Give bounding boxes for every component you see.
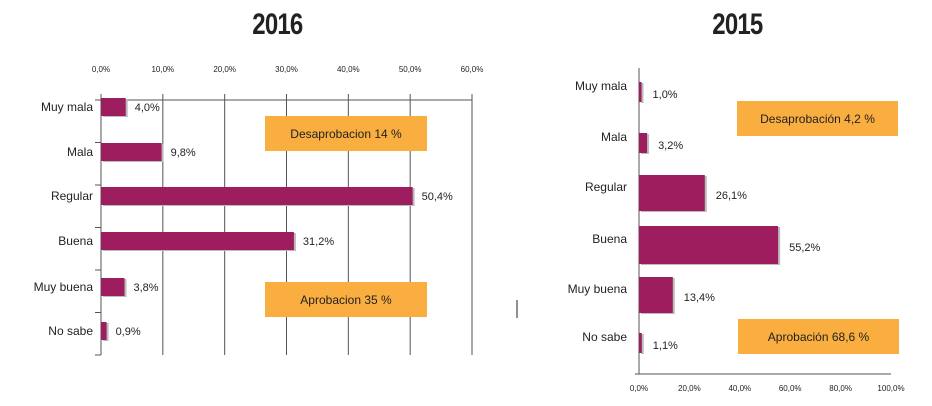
tick-label: 0,0%: [630, 384, 648, 393]
tick-label: 20,0%: [213, 65, 236, 74]
value-label: 1,0%: [653, 89, 678, 101]
annotation-desaprobacion-2016: Desaprobacion 14 %: [265, 116, 427, 151]
category-label: Mala: [67, 145, 93, 159]
chart-title-2016: 2016: [252, 8, 303, 41]
bar-muy-mala: [101, 98, 126, 116]
value-label: 0,9%: [116, 326, 141, 338]
bar-no-sabe: [101, 322, 107, 340]
value-label: 1,1%: [653, 340, 678, 352]
category-label: Muy buena: [34, 280, 94, 294]
value-label: 50,4%: [422, 191, 453, 203]
value-label: 55,2%: [789, 242, 820, 254]
bar-shadow: [641, 334, 644, 354]
category-label: Muy buena: [568, 282, 628, 296]
tick-label: 20,0%: [678, 384, 701, 393]
tick-label: 100,0%: [877, 384, 904, 393]
value-label: 3,2%: [658, 140, 683, 152]
category-label: No sabe: [582, 330, 627, 344]
chart-title-2015: 2015: [712, 8, 763, 41]
annotation-aprobacion-2015: Aprobación 68,6 %: [738, 319, 899, 354]
category-label: Muy mala: [41, 100, 93, 114]
bar-muy-mala: [639, 82, 642, 102]
category-label: Muy mala: [575, 79, 627, 93]
value-label: 3,8%: [133, 282, 158, 294]
category-label: No sabe: [48, 324, 93, 338]
tick-label: 50,0%: [399, 65, 422, 74]
bar-buena: [101, 232, 294, 250]
bar-muy-buena: [101, 278, 125, 296]
tick-label: 80,0%: [829, 384, 852, 393]
bar-muy-buena: [639, 277, 673, 313]
bar-regular: [101, 187, 413, 205]
tick-label: 30,0%: [275, 65, 298, 74]
value-label: 26,1%: [716, 190, 747, 202]
bar-no-sabe: [639, 333, 642, 353]
category-label: Buena: [58, 234, 93, 248]
value-label: 4,0%: [135, 102, 160, 114]
tick-label: 10,0%: [151, 65, 174, 74]
bar-buena: [639, 226, 779, 264]
value-label: 13,4%: [684, 292, 715, 304]
bar-mala: [639, 133, 648, 153]
value-label: 9,8%: [171, 147, 196, 159]
tick-label: 60,0%: [779, 384, 802, 393]
category-label: Buena: [592, 232, 627, 246]
value-label: 31,2%: [303, 236, 334, 248]
category-label: Mala: [601, 130, 627, 144]
tick-label: 60,0%: [461, 65, 484, 74]
annotation-aprobacion-2016: Aprobacion 35 %: [265, 282, 427, 317]
annotation-desaprobacion-2015: Desaprobación 4,2 %: [737, 101, 898, 136]
tick-label: 40,0%: [337, 65, 360, 74]
category-label: Regular: [585, 180, 627, 194]
bar-mala: [101, 143, 162, 161]
bar-shadow: [641, 83, 644, 103]
bar-regular: [639, 175, 705, 211]
category-label: Regular: [51, 189, 93, 203]
tick-label: 0,0%: [92, 65, 110, 74]
tick-label: 40,0%: [728, 384, 751, 393]
